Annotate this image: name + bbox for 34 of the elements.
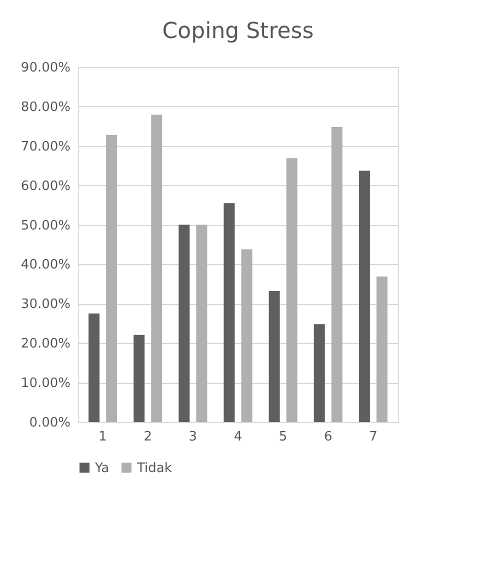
x-tick-label: 5: [278, 430, 288, 444]
bar: [151, 114, 162, 422]
x-tick-label: 6: [324, 430, 332, 444]
y-tick-label: 10.00%: [20, 376, 70, 392]
legend-label: Tidak: [136, 460, 172, 476]
x-tick-label: 4: [234, 430, 242, 444]
bar: [178, 224, 190, 422]
bar: [286, 158, 298, 422]
legend-label: Ya: [94, 460, 110, 476]
bar: [358, 170, 370, 422]
chart-title: Coping Stress: [162, 19, 314, 44]
x-tick-label: 7: [369, 430, 378, 444]
y-tick-label: 50.00%: [20, 218, 70, 234]
y-tick-label: 30.00%: [20, 297, 70, 312]
x-tick-label: 1: [98, 430, 107, 444]
x-tick-label: 2: [144, 430, 152, 444]
y-tick-label: 90.00%: [20, 60, 70, 76]
bar: [134, 334, 145, 422]
bar: [314, 324, 325, 422]
y-tick-label: 60.00%: [20, 178, 70, 194]
bar: [196, 224, 208, 422]
bar: [88, 314, 100, 422]
bar: [268, 291, 280, 422]
y-tick-label: 70.00%: [20, 139, 70, 154]
bar: [241, 249, 252, 422]
x-tick-label: 3: [188, 430, 198, 444]
y-tick-label: 20.00%: [20, 336, 70, 352]
y-tick-label: 80.00%: [20, 100, 70, 115]
y-tick-label: 40.00%: [20, 258, 70, 273]
y-tick-label: 0.00%: [29, 416, 70, 430]
bar: [106, 134, 118, 422]
bar: [224, 203, 235, 422]
bar: [376, 276, 388, 422]
bar: [331, 126, 342, 422]
